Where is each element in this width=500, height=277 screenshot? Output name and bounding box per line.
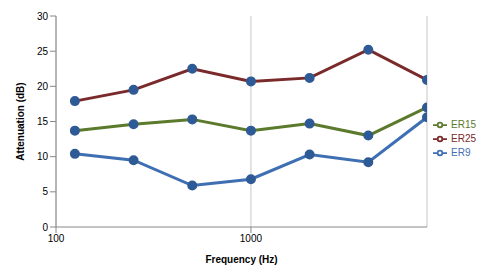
html-text:ER9: ER9 [451,146,471,158]
svg-text:Attenuation (dB): Attenuation (dB) [15,82,26,160]
svg-text:Frequency (Hz): Frequency (Hz) [205,254,277,265]
svg-text:10: 10 [37,151,49,162]
svg-text:30: 30 [37,11,49,22]
html-text:ER15: ER15 [451,118,476,130]
svg-text:25: 25 [37,46,49,57]
svg-text:5: 5 [42,186,48,197]
html-text:ER25: ER25 [451,132,476,144]
svg-text:1000: 1000 [240,233,263,244]
svg-text:15: 15 [37,116,49,127]
svg-text:100: 100 [48,233,65,244]
svg-text:0: 0 [42,222,48,233]
svg-text:20: 20 [37,81,49,92]
